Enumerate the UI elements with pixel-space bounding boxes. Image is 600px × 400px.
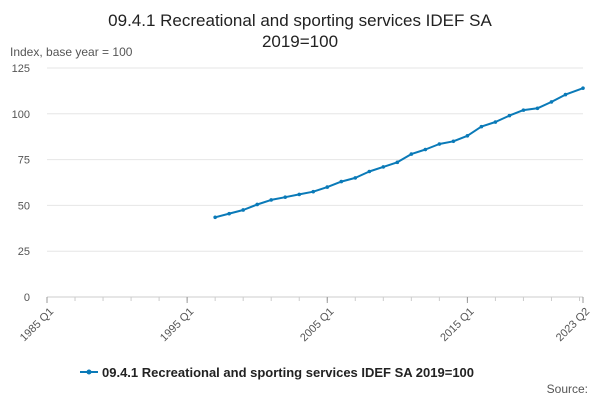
legend-series-label: 09.4.1 Recreational and sporting service…: [102, 365, 474, 380]
legend[interactable]: 09.4.1 Recreational and sporting service…: [80, 365, 474, 380]
y-tick-label-125: 125: [12, 63, 30, 75]
series-0-point-2010-Q1: [395, 160, 400, 165]
series-0-point-2006-Q1: [339, 179, 344, 184]
legend-series-marker: [86, 369, 92, 375]
series-0-point-2012-Q1: [423, 147, 428, 152]
x-tick-label-2023-Q2: 2023 Q2: [554, 306, 592, 344]
series-0-point-1997-Q1: [213, 215, 217, 220]
y-tick-label-0: 0: [24, 292, 30, 304]
series-0-point-2005-Q1: [325, 185, 330, 189]
x-tick-label-1995-Q1: 1995 Q1: [158, 306, 196, 344]
series-0-point-2020-Q1: [535, 106, 540, 111]
series-0-point-2000-Q1: [255, 202, 259, 207]
y-tick-label-100: 100: [12, 109, 30, 121]
series-0-point-2022-Q1: [563, 92, 568, 97]
series-0-point-2009-Q1: [381, 165, 386, 169]
y-tick-label-50: 50: [18, 200, 30, 212]
series-0-point-2001-Q1: [269, 198, 274, 202]
series-0-point-2019-Q1: [521, 108, 526, 112]
series-0-point-2014-Q1: [451, 139, 456, 144]
x-tick-label-1985-Q1: 1985 Q1: [18, 306, 56, 344]
series-0-point-2008-Q1: [367, 169, 372, 174]
series-0-point-1998-Q1: [227, 211, 231, 216]
series-0-point-2013-Q1: [437, 142, 442, 146]
x-axis: 1985 Q1 1995 Q1 2005 Q1 2015 Q1 2023 Q2: [18, 296, 592, 344]
series-0-point-2016-Q1: [479, 124, 484, 129]
chart-title-line-2: 2019=100: [262, 32, 338, 51]
series-0-point-2011-Q1: [409, 152, 414, 156]
chart-title-line-1: 09.4.1 Recreational and sporting service…: [108, 11, 492, 30]
series-0-point-2023-Q2: [581, 86, 585, 90]
y-axis-ticks: 0 25 50 75 100 125: [12, 63, 30, 304]
series-0-line: [214, 87, 584, 219]
series-0-point-2002-Q1: [283, 195, 288, 199]
y-tick-label-75: 75: [18, 155, 30, 167]
series-layer: [213, 86, 585, 220]
x-tick-label-2005-Q1: 2005 Q1: [298, 306, 336, 344]
series-0-point-2003-Q1: [297, 192, 302, 197]
x-tick-label-2015-Q1: 2015 Q1: [438, 306, 476, 344]
source-label: Source:: [547, 382, 588, 396]
series-0-point-2004-Q1: [311, 189, 316, 194]
series-0-point-2007-Q1: [353, 176, 358, 180]
series-0-point-2017-Q1: [493, 120, 498, 124]
gridlines: [47, 67, 583, 252]
series-0-point-1999-Q1: [241, 208, 245, 212]
series-0-point-2021-Q1: [549, 100, 554, 104]
series-0-point-2015-Q1: [465, 133, 470, 138]
y-axis-unit-label: Index, base year = 100: [10, 45, 133, 59]
series-0-point-2018-Q1: [507, 113, 512, 118]
y-tick-label-25: 25: [18, 246, 30, 258]
